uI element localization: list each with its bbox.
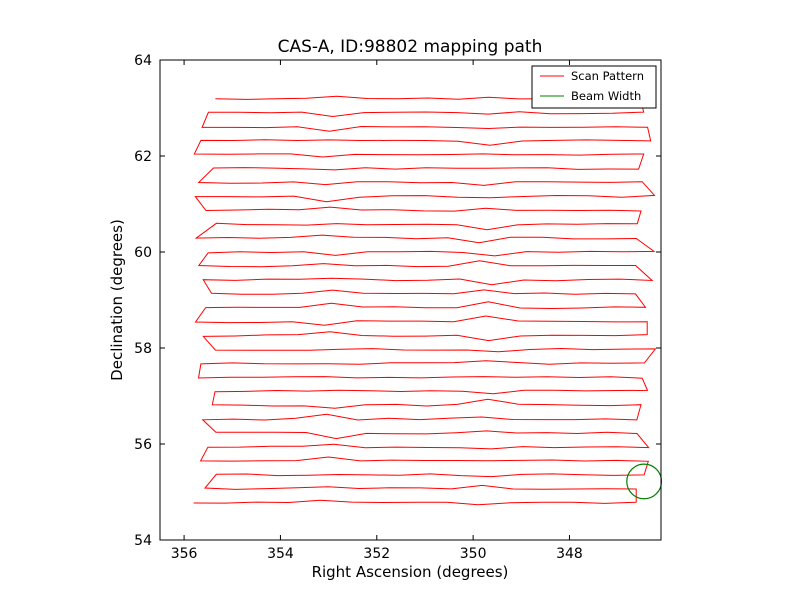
y-tick-label: 56 xyxy=(134,437,152,453)
x-tick-label: 348 xyxy=(556,546,583,562)
y-tick-label: 54 xyxy=(134,533,152,549)
y-axis-ticks: 54 56 58 60 62 64 xyxy=(134,53,661,549)
x-tick-label: 352 xyxy=(363,546,390,562)
x-tick-label: 356 xyxy=(171,546,198,562)
legend-box xyxy=(531,65,657,109)
legend-beam-width-label: Beam Width xyxy=(571,89,641,103)
x-tick-label: 354 xyxy=(267,546,294,562)
x-tick-label: 350 xyxy=(460,546,487,562)
y-axis-label: Declination (degrees) xyxy=(108,219,126,381)
scan-pattern-group xyxy=(193,95,657,506)
scan-pattern-line xyxy=(193,95,657,506)
y-tick-label: 58 xyxy=(134,341,152,357)
chart-title: CAS-A, ID:98802 mapping path xyxy=(278,37,543,57)
x-axis-label: Right Ascension (degrees) xyxy=(312,563,509,581)
legend-scan-pattern-label: Scan Pattern xyxy=(571,69,644,83)
y-tick-label: 60 xyxy=(134,245,152,261)
y-tick-label: 64 xyxy=(134,53,152,69)
x-axis-ticks: 356 354 352 350 348 xyxy=(171,60,583,562)
y-tick-label: 62 xyxy=(134,149,152,165)
legend: Scan Pattern Beam Width xyxy=(531,65,657,109)
plot-frame xyxy=(159,59,662,541)
